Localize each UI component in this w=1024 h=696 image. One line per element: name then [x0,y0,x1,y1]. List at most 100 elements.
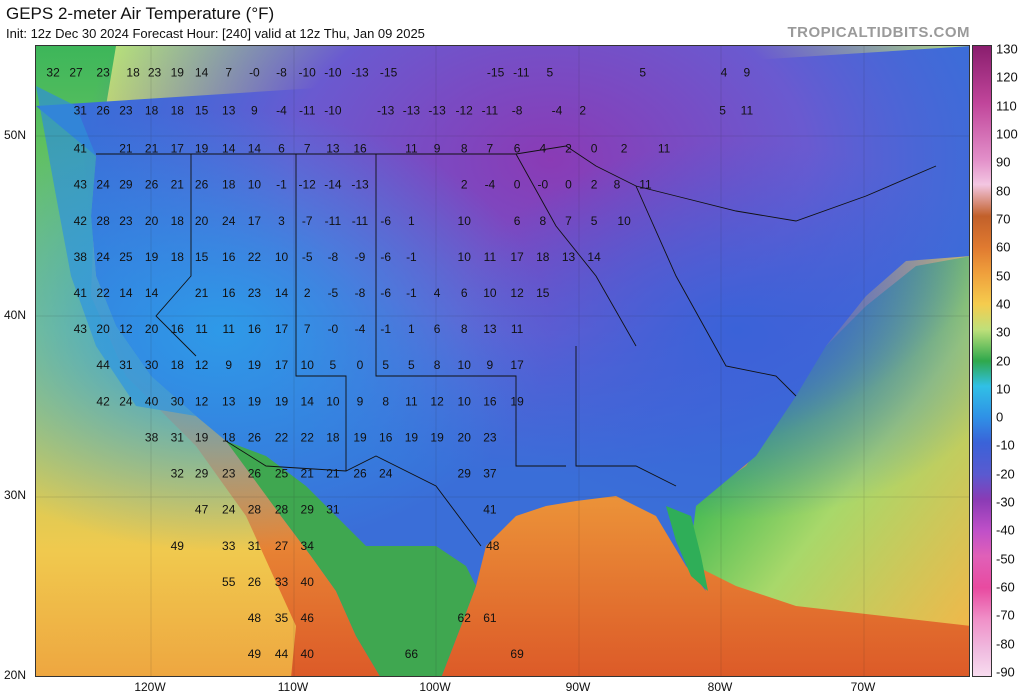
colorbar-label: -30 [996,494,1015,510]
temperature-label: 11 [222,322,235,336]
temperature-label: 18 [536,250,550,264]
temperature-label: 24 [379,467,393,481]
temperature-label: 25 [275,467,289,481]
temperature-label: 5 [719,104,726,118]
temperature-label: 22 [301,431,315,445]
temperature-label: 12 [195,394,209,408]
temperature-label: 23 [96,66,110,80]
temperature-label: 11 [658,142,671,156]
map-area[interactable]: 32 27 23 18 23 19 14 7 -0 -8 -10 -10 -13 -15 -15 -11 5 5 4… [35,45,970,677]
temperature-label: 8 [614,178,621,192]
temperature-label: 31 [119,358,133,372]
temperature-label: 10 [458,214,472,228]
temperature-label: 17 [510,250,524,264]
temperature-label: 21 [171,178,185,192]
temperature-label: 18 [126,66,140,80]
temperature-label: 31 [326,503,340,517]
lon-label-100w: 100W [419,680,451,694]
temperature-label: 28 [275,503,289,517]
temperature-label: 20 [195,214,209,228]
temperature-label: 11 [484,250,497,264]
temperature-label: 19 [145,250,159,264]
temperature-label: -1 [406,286,417,300]
lon-label-110w: 110W [277,680,309,694]
temperature-label: 6 [278,142,285,156]
temperature-label: 17 [248,214,262,228]
temperature-label: -15 [487,66,505,80]
temperature-label: 16 [171,322,185,336]
temperature-label: 26 [195,178,209,192]
temperature-label: 9 [357,394,364,408]
colorbar-label: -50 [996,551,1015,567]
temperature-label: 18 [326,431,340,445]
graticule [36,46,969,676]
temperature-label: 4 [721,66,728,80]
temperature-label: 13 [222,104,236,118]
temperature-label: 5 [408,358,415,372]
lat-label-20n: 20N [4,668,27,682]
temperature-label: 18 [222,431,236,445]
temperature-label: 61 [483,611,497,625]
colorbar-label: -80 [996,636,1015,652]
lon-label-80w: 80W [707,680,733,694]
temperature-label: 17 [510,358,524,372]
temperature-label: -10 [324,104,342,118]
temperature-label: -15 [380,66,398,80]
temperature-label: 20 [145,322,159,336]
temperature-label: 8 [461,142,468,156]
temperature-label: 8 [434,358,441,372]
temperature-label: 26 [248,575,262,589]
temperature-label: -8 [355,286,366,300]
temperature-label: 18 [145,104,159,118]
temperature-label: 43 [74,322,88,336]
temperature-label: 49 [248,647,262,661]
temperature-label: 11 [741,104,754,118]
temperature-label: -4 [355,322,366,336]
temperature-label: 22 [275,431,289,445]
lon-label-120w: 120W [134,680,166,694]
temperature-label: 10 [458,394,472,408]
temperature-label: -0 [328,322,339,336]
temperature-label: 8 [539,214,546,228]
temperature-label: 30 [171,394,185,408]
temperature-label: 1 [408,322,415,336]
colorbar-label: 40 [996,296,1011,312]
temperature-label: 22 [248,250,262,264]
temperature-label: 24 [222,503,236,517]
temperature-label: 16 [379,431,393,445]
temperature-label: 9 [487,358,494,372]
temperature-label: -4 [552,104,563,118]
temperature-label: 42 [74,214,88,228]
temperature-label: -8 [512,104,523,118]
temperature-label: 29 [195,467,209,481]
temperature-label: 13 [326,142,340,156]
temperature-label: 17 [275,358,289,372]
temperature-label: -5 [302,250,313,264]
temperature-label: 18 [171,358,185,372]
temperature-label: 28 [96,214,110,228]
colorbar-label: -10 [996,437,1015,453]
lat-label-40n: 40N [4,308,27,322]
temperature-label: 14 [222,142,236,156]
temperature-label: 55 [222,575,236,589]
colorbar [972,45,992,677]
temperature-label: 11 [639,178,652,192]
temperature-label: 16 [353,142,367,156]
temperature-label: 62 [458,611,472,625]
temperature-label: 40 [145,394,159,408]
temperature-label: 14 [275,286,289,300]
colorbar-label: -40 [996,522,1015,538]
colorbar-label: 110 [996,98,1017,114]
colorbar-label: 60 [996,239,1011,255]
temperature-label: 15 [195,104,209,118]
temperature-label: 24 [96,178,110,192]
temperature-label: 5 [382,358,389,372]
temperature-label: 21 [301,467,315,481]
temperature-label: 3 [278,214,285,228]
temperature-label: 5 [591,214,598,228]
temperature-label: 15 [536,286,550,300]
temperature-label: 7 [487,142,494,156]
temperature-label: 29 [119,178,133,192]
colorbar-label: 80 [996,183,1011,199]
temperature-label: 7 [304,142,311,156]
